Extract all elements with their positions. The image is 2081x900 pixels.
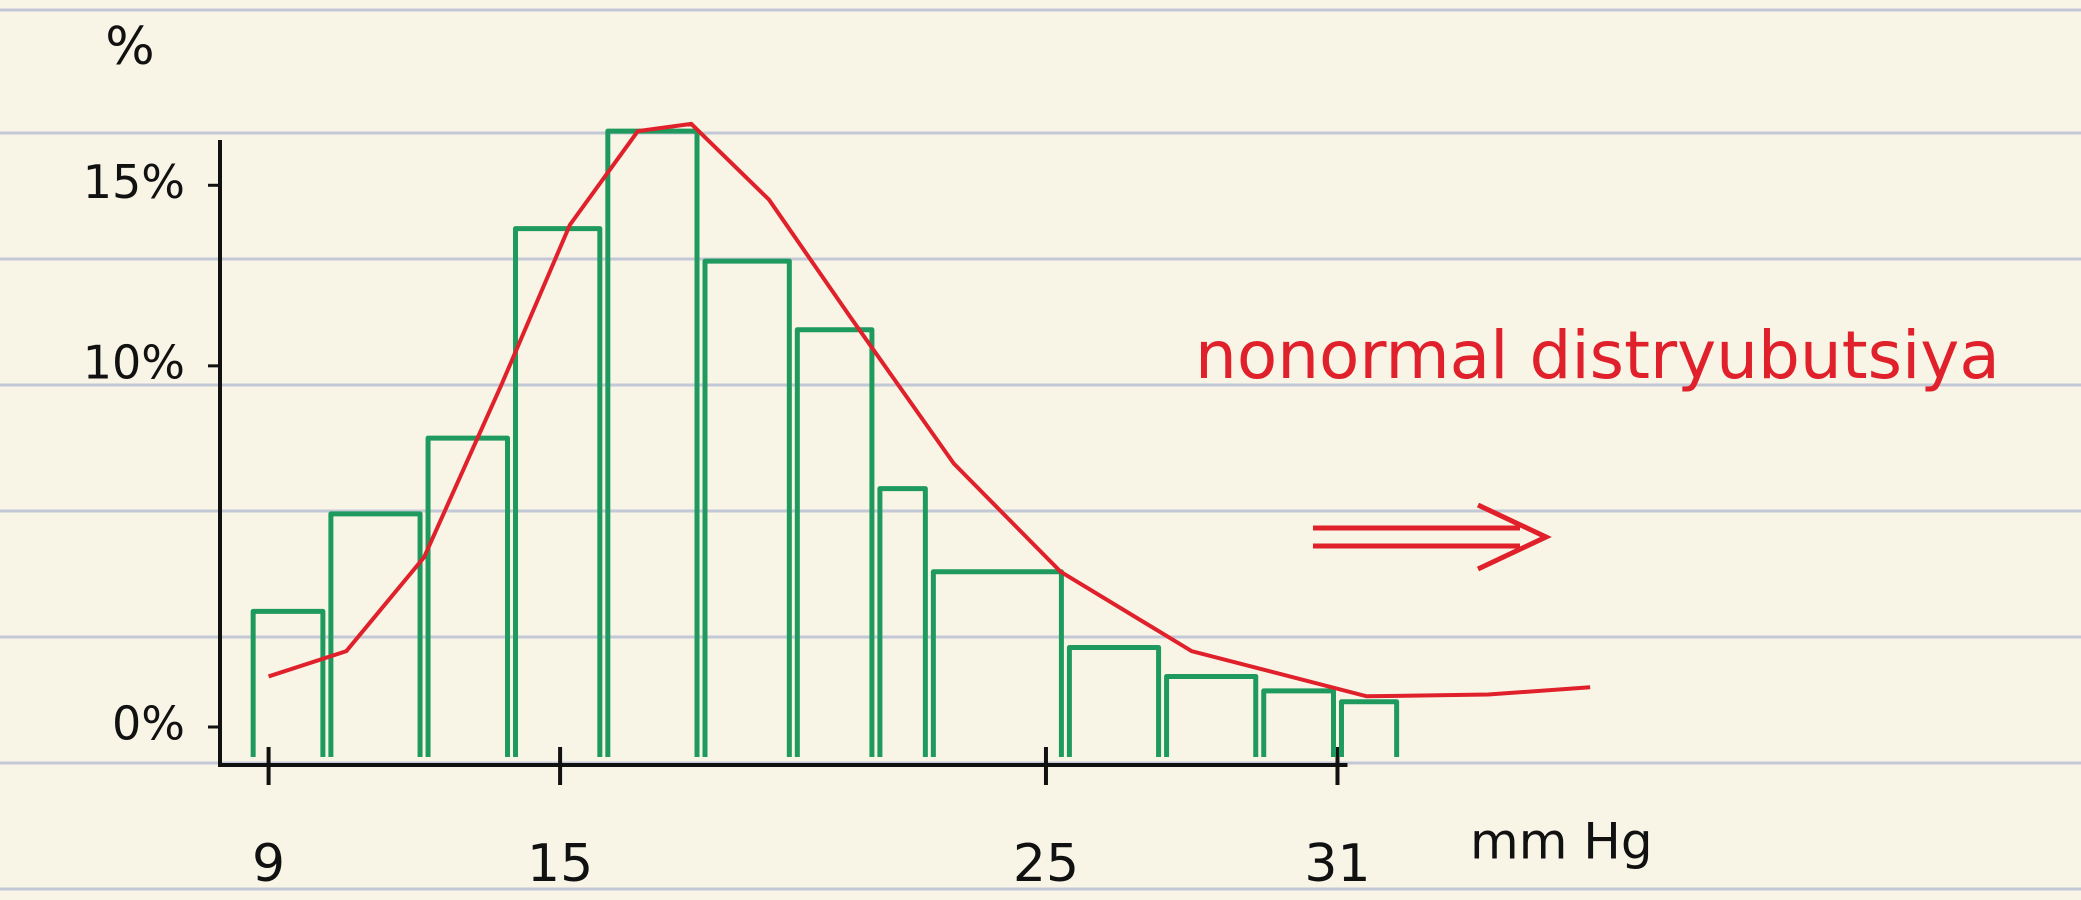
x-tick-label: 31 [1304,834,1370,894]
chart: % mm Hg nonormal distryubutsiya 0% 10% 15%… [0,0,2081,900]
y-tick-label: 15% [83,155,185,209]
x-tick-label: 15 [527,834,593,894]
y-axis-label: % [105,17,154,77]
annotation: nonormal distryubutsiya [1195,317,2000,394]
x-axis-label: mm Hg [1470,813,1653,871]
x-tick-label: 9 [252,834,285,894]
y-tick-label: 0% [112,697,185,751]
y-tick-label: 10% [83,335,185,389]
x-tick-label: 25 [1013,834,1079,894]
page: % mm Hg nonormal distryubutsiya 0% 10% 15%… [0,0,2081,900]
